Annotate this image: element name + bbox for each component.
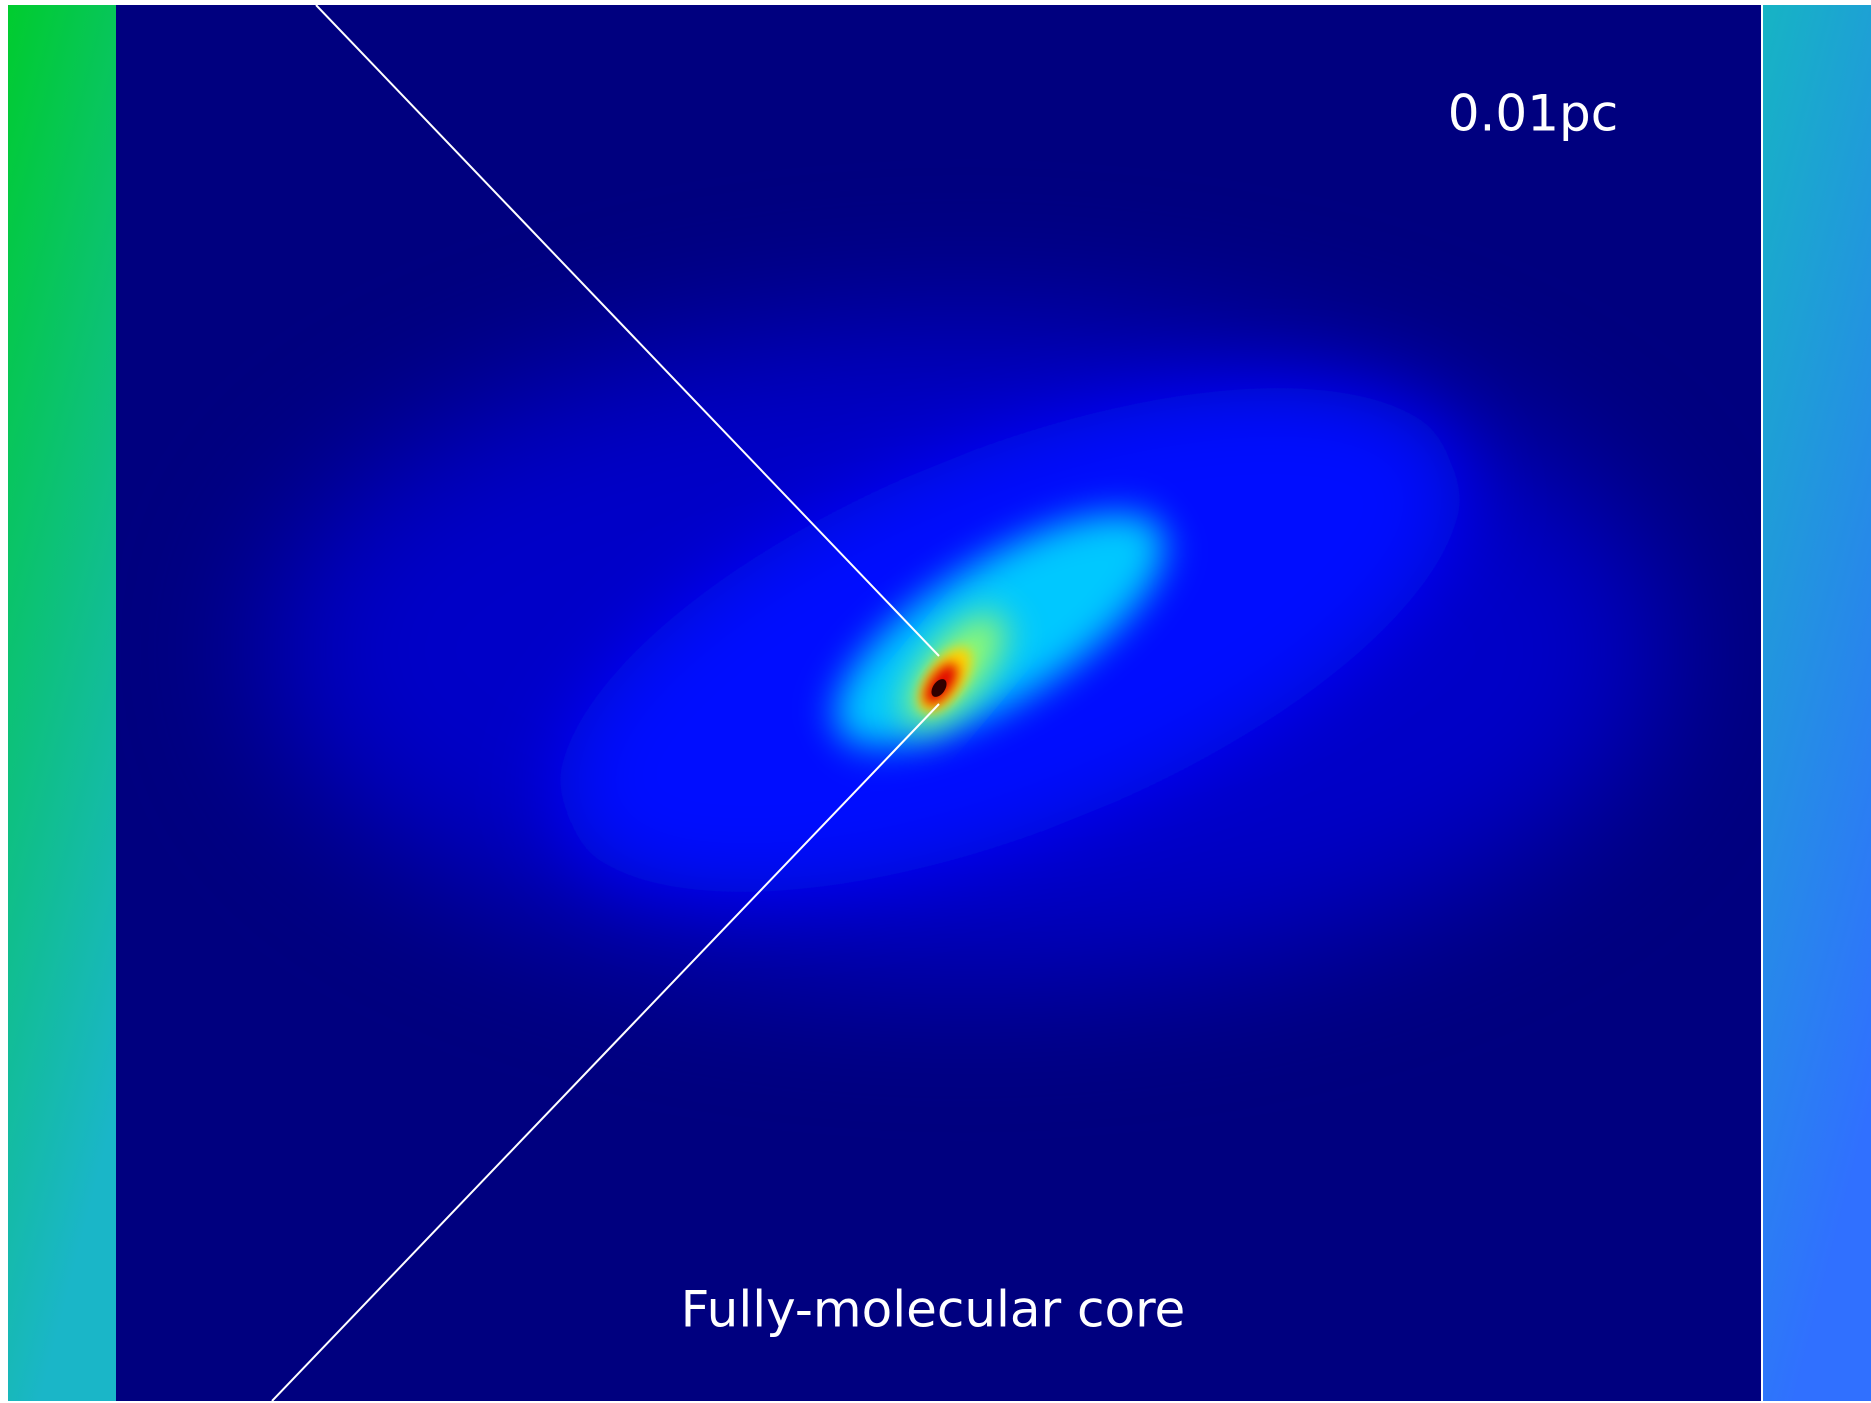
zoom-line	[271, 703, 940, 1401]
density-map	[116, 5, 1761, 1401]
right-bar	[1763, 5, 1871, 1401]
left-bar	[8, 5, 116, 1401]
core	[931, 679, 947, 697]
scale-label: 0.01pc	[1448, 85, 1619, 143]
zoom-line	[315, 5, 940, 657]
caption: Fully-molecular core	[681, 1281, 1186, 1339]
